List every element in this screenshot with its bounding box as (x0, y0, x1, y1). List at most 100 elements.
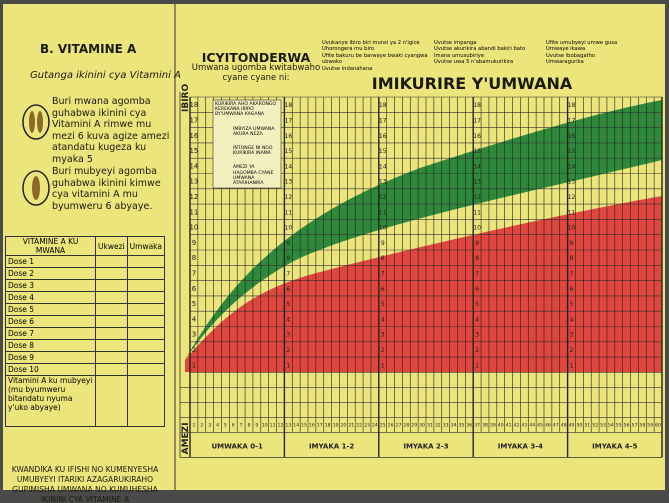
weight-label: 8 (381, 255, 385, 262)
table-row: Dose 4 (4, 291, 166, 304)
dose-label: Dose 7 (4, 327, 97, 340)
table-header: Umwaka (126, 236, 166, 256)
month-label: 53 (600, 422, 606, 428)
table-row: Dose 3 (4, 279, 166, 292)
weight-label: 8 (475, 255, 479, 262)
table-row: Dose 9 (4, 351, 166, 364)
month-label: 34 (451, 422, 457, 428)
cell (95, 339, 128, 352)
weight-label: 2 (570, 347, 574, 354)
month-label: 30 (419, 422, 425, 428)
month-label: 57 (632, 422, 638, 428)
month-label: 7 (240, 422, 243, 428)
month-label: 28 (403, 422, 409, 428)
month-label: 2 (200, 422, 203, 428)
month-label: 10 (262, 422, 268, 428)
month-label: 37 (474, 422, 480, 428)
cell (126, 327, 166, 340)
risk-column: Uvukanye ibiro biri munsi ya 2 n'igice Uh… (322, 40, 430, 72)
weight-label: 6 (286, 286, 290, 293)
table-row: Dose 1 (4, 255, 166, 268)
cell (126, 303, 166, 316)
month-label: 27 (396, 422, 402, 428)
table-row: Dose 7 (4, 327, 166, 340)
month-label: 45 (537, 422, 543, 428)
month-label: 24 (372, 422, 378, 428)
month-label: 18 (325, 422, 331, 428)
month-label: 20 (340, 422, 346, 428)
weight-label: 6 (381, 286, 385, 293)
month-label: 33 (443, 422, 449, 428)
cell (126, 351, 166, 364)
cell (95, 327, 128, 340)
weight-label: 12 (568, 194, 576, 201)
legend-text: KURIKIRA AHO AKARONGO KEREKANA IBIRO BY'… (215, 102, 277, 118)
weight-label: 6 (192, 285, 197, 293)
weight-label: 15 (285, 148, 293, 155)
cell (126, 267, 166, 280)
month-label: 25 (380, 422, 386, 428)
weight-label: 9 (475, 240, 479, 247)
dose-label: Dose 5 (4, 303, 97, 316)
table-row: Dose 8 (4, 339, 166, 352)
weight-label: 17 (568, 117, 576, 124)
month-label: 59 (647, 422, 653, 428)
month-label: 29 (411, 422, 417, 428)
weight-label: 7 (570, 270, 574, 277)
cell (126, 255, 166, 268)
month-label: 55 (616, 422, 622, 428)
month-label: 13 (285, 422, 291, 428)
cell (126, 339, 166, 352)
weight-label: 1 (381, 362, 385, 369)
month-label: 6 (232, 422, 235, 428)
legend: KURIKIRA AHO AKARONGO KEREKANA IBIRO BY'… (213, 100, 281, 186)
weight-label: 7 (475, 270, 479, 277)
month-label: 11 (270, 422, 276, 428)
weight-label: 5 (570, 301, 574, 308)
weight-label: 8 (570, 255, 574, 262)
table-header-row: VITAMINE A KU MWANA Ukwezi Umwaka (4, 236, 166, 256)
weight-label: 15 (189, 147, 198, 155)
table-row: Dose 5 (4, 303, 166, 316)
weight-label: 10 (473, 225, 481, 232)
weight-label: 7 (381, 270, 385, 277)
weight-label: 11 (189, 208, 198, 216)
cell (95, 303, 128, 316)
month-label: 36 (466, 422, 472, 428)
weight-label: 14 (285, 163, 293, 170)
weight-label: 4 (381, 316, 385, 323)
legend-text: IMBYIZA UMWANA AKURA NEZA (233, 126, 275, 137)
weight-label: 12 (473, 194, 481, 201)
risk-item: Umwaragurika (546, 59, 584, 66)
weight-label: 2 (475, 347, 479, 354)
legend-box (212, 99, 282, 189)
footer-note: KWANDIKA KU IFISHI NO KUMENYESHA UMUBYEY… (11, 465, 159, 503)
month-label: 43 (521, 422, 527, 428)
risk-item: Uvukanye ibiro biri munsi ya 2 n'igice (322, 40, 420, 46)
month-label: 32 (435, 422, 441, 428)
weight-label: 15 (379, 148, 387, 155)
risk-item: Uvutse ibobagatho (546, 52, 596, 59)
month-label: 54 (608, 422, 614, 428)
month-label: 42 (514, 422, 520, 428)
weight-label: 3 (570, 332, 574, 339)
weight-label: 13 (379, 179, 387, 186)
age-group: IMYAKA 1-2 (309, 442, 354, 450)
month-label: 44 (529, 422, 535, 428)
risk-column: Uvutse impanga Uvutse akurikira abandi ba… (434, 40, 542, 66)
weight-label: 8 (192, 254, 196, 262)
child-note: Buri mwana agomba guhabwa ikinini cya Vi… (52, 96, 170, 165)
weight-label: 1 (286, 362, 290, 369)
cell (95, 315, 128, 328)
dose-label: Dose 6 (4, 315, 97, 328)
weight-label: 5 (381, 301, 385, 308)
month-label: 26 (388, 422, 394, 428)
month-label: 16 (309, 422, 315, 428)
month-label: 22 (356, 422, 362, 428)
table-header: Ukwezi (95, 236, 128, 256)
weight-label: 1 (192, 361, 196, 369)
cell (126, 363, 166, 376)
month-label: 4 (216, 422, 219, 428)
weight-label: 10 (285, 225, 293, 232)
